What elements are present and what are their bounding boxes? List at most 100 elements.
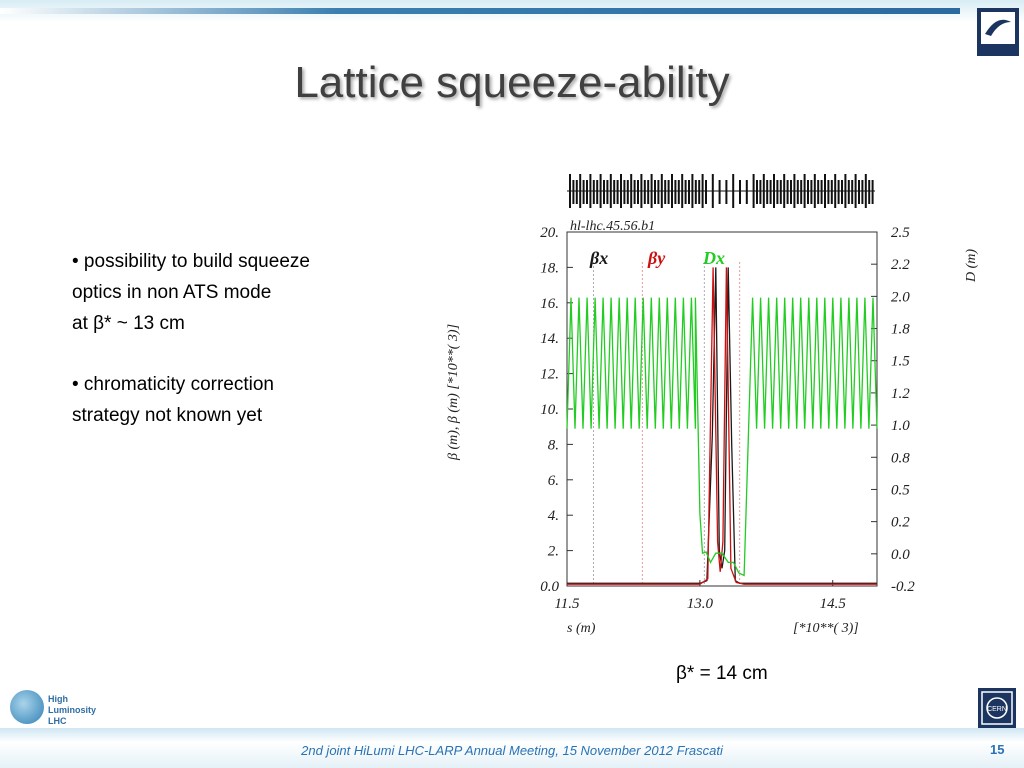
lattice-magnet (694, 180, 697, 204)
lattice-magnet (643, 180, 646, 204)
y-tick-label-right: 2.5 (891, 225, 910, 241)
lattice-magnet (592, 180, 595, 204)
lattice-magnet (807, 180, 809, 204)
cern-logo-text: CERN (987, 706, 1007, 713)
legend-entry: Dx (702, 248, 725, 268)
y-tick-label-left: 12. (540, 367, 559, 383)
lattice-magnet (705, 180, 707, 204)
page-number: 15 (990, 742, 1005, 757)
lattice-magnet (616, 180, 619, 204)
hilumi-logo-line-1: High (48, 694, 68, 704)
lattice-magnet (677, 180, 680, 204)
hilumi-logo-icon (10, 690, 44, 724)
lattice-magnet (841, 180, 843, 204)
lattice-magnet (790, 180, 792, 204)
lattice-magnet (820, 180, 823, 204)
x-axis-label: s (m) (567, 621, 596, 636)
lattice-magnet (718, 180, 721, 204)
beta-star-caption: β* = 14 cm (676, 663, 768, 684)
hilumi-logo-line-3: LHC (48, 716, 67, 726)
x-tick-label: 14.5 (820, 596, 847, 612)
y-tick-label-left: 20. (540, 225, 559, 241)
lattice-magnet (575, 180, 578, 204)
plot-frame (566, 231, 878, 587)
lattice-magnet (637, 180, 639, 204)
lattice-magnet (623, 180, 626, 204)
lattice-magnet (759, 180, 762, 204)
series-line-x (567, 267, 877, 584)
chart-title: hl-lhc.45.56.b1 (570, 219, 655, 234)
lattice-magnet (606, 180, 609, 204)
lattice-magnet (582, 180, 585, 204)
lattice-magnet (596, 180, 599, 204)
lattice-magnet (745, 180, 748, 204)
lattice-magnet (830, 180, 833, 204)
y-tick-label-right: 0.2 (891, 515, 910, 531)
footer-band (0, 728, 1024, 768)
lattice-magnet (603, 180, 605, 204)
y-tick-label-left: 14. (540, 331, 559, 347)
lattice-magnet (796, 180, 799, 204)
y-tick-label-right: -0.2 (891, 579, 915, 595)
bullet-1-line-1: • possibility to build squeeze (72, 251, 310, 272)
lattice-magnet (667, 180, 670, 204)
lattice-magnet (586, 180, 588, 204)
lattice-magnet (633, 180, 636, 204)
lattice-magnet (654, 180, 656, 204)
lattice-magnet (647, 180, 650, 204)
lattice-magnet (779, 180, 782, 204)
lattice-magnet (657, 180, 660, 204)
lattice-magnet (688, 180, 690, 204)
lattice-magnet (871, 180, 874, 204)
lattice-magnet (756, 180, 758, 204)
lattice-magnet (786, 180, 789, 204)
x-tick-label: 13.0 (687, 596, 714, 612)
y-tick-label-left: 4. (548, 508, 559, 524)
lattice-magnet (827, 180, 830, 204)
hilumi-logo-text: High Luminosity LHC (48, 694, 96, 727)
x-axis-scale-label: [*10**( 3)] (793, 621, 859, 636)
bullet-2-line-2: strategy not known yet (72, 405, 263, 426)
lattice-magnet (800, 180, 803, 204)
bullet-list: • possibility to build squeeze optics in… (72, 246, 310, 431)
lattice-magnet (725, 180, 728, 204)
lattice-magnet (769, 180, 772, 204)
y-tick-label-right: 1.0 (891, 418, 910, 434)
y-axis-label-right: D (m) (964, 249, 979, 283)
y-tick-label-left: 16. (540, 296, 559, 312)
x-tick-label: 11.5 (554, 596, 580, 612)
y-tick-label-right: 0.8 (891, 450, 910, 466)
lattice-magnet (626, 180, 629, 204)
bullet-2-line-1: • chromaticity correction (72, 374, 274, 395)
series-line-dx (566, 297, 878, 577)
lattice-magnet (847, 180, 850, 204)
institution-logo (977, 8, 1019, 56)
bullet-1-line-3: at β* ~ 13 cm (72, 313, 185, 334)
y-tick-label-left: 0.0 (540, 579, 559, 595)
lattice-magnet (664, 180, 667, 204)
y-tick-label-right: 2.0 (891, 289, 910, 305)
lattice-magnet (868, 180, 871, 204)
y-tick-label-right: 0.0 (891, 547, 910, 563)
slide-title: Lattice squeeze-ability (294, 58, 730, 107)
lattice-magnet (837, 180, 840, 204)
hilumi-logo-line-2: Luminosity (48, 705, 97, 715)
footer-text: 2nd joint HiLumi LHC-LARP Annual Meeting… (301, 743, 723, 758)
y-tick-label-right: 1.8 (891, 322, 910, 338)
lattice-magnet (739, 180, 741, 204)
y-tick-label-left: 18. (540, 260, 559, 276)
y-tick-label-left: 8. (548, 437, 559, 453)
y-tick-label-right: 2.2 (891, 257, 910, 273)
lattice-magnet (572, 180, 575, 204)
y-tick-label-right: 1.5 (891, 354, 910, 370)
series-line-y (567, 267, 877, 585)
lattice-magnet (861, 180, 864, 204)
lattice-magnet (817, 180, 820, 204)
bullet-1-line-2: optics in non ATS mode (72, 282, 272, 303)
lattice-magnet (698, 180, 701, 204)
y-tick-label-right: 0.5 (891, 482, 910, 498)
lattice-magnet (810, 180, 813, 204)
lattice-magnet (684, 180, 687, 204)
lattice-magnet (858, 180, 860, 204)
